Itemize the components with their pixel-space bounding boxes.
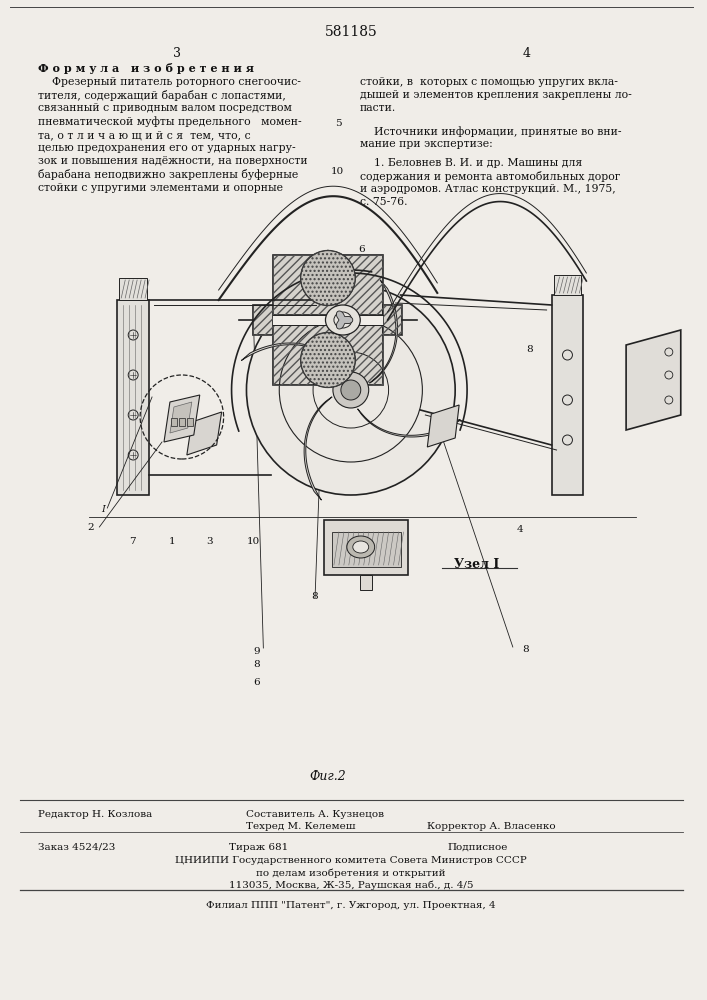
Bar (332, 532, 400, 567)
Bar (274, 255, 382, 315)
Bar (382, 305, 402, 335)
Text: мание при экспертизе:: мание при экспертизе: (360, 139, 493, 149)
Text: 8: 8 (527, 345, 533, 354)
Text: 113035, Москва, Ж-35, Раушская наб., д. 4/5: 113035, Москва, Ж-35, Раушская наб., д. … (228, 880, 473, 890)
Text: Узел I: Узел I (455, 558, 500, 571)
Text: Фиг.1: Фиг.1 (332, 530, 369, 543)
Circle shape (341, 380, 361, 400)
Text: тителя, содержащий барабан с лопастями,: тителя, содержащий барабан с лопастями, (37, 90, 286, 101)
Bar (179, 418, 185, 426)
Ellipse shape (300, 250, 356, 306)
Text: 8: 8 (522, 645, 528, 654)
Bar (253, 305, 274, 335)
Text: 5: 5 (334, 119, 341, 128)
Text: 8: 8 (311, 592, 317, 601)
Bar (274, 325, 382, 385)
Text: Заказ 4524/23: Заказ 4524/23 (37, 843, 115, 852)
Text: Составитель А. Кузнецов: Составитель А. Кузнецов (247, 810, 385, 819)
Text: 1: 1 (169, 537, 175, 546)
Text: Филиал ППП "Патент", г. Ужгород, ул. Проектная, 4: Филиал ППП "Патент", г. Ужгород, ул. Про… (206, 901, 496, 910)
Text: 4: 4 (517, 525, 523, 534)
Polygon shape (187, 412, 221, 455)
Ellipse shape (300, 332, 356, 387)
Text: Редактор Н. Козлова: Редактор Н. Козлова (37, 810, 152, 819)
Bar (551, 295, 583, 495)
Bar (554, 275, 581, 295)
Text: целью предохранения его от ударных нагру-: целью предохранения его от ударных нагру… (37, 143, 296, 153)
Circle shape (333, 372, 369, 408)
Polygon shape (241, 343, 344, 371)
Bar (187, 418, 193, 426)
Text: 8: 8 (253, 660, 260, 669)
Text: пневматической муфты предельного   момен-: пневматической муфты предельного момен- (37, 117, 301, 127)
Text: 10: 10 (332, 167, 344, 176)
Text: Фиг.2: Фиг.2 (310, 770, 346, 783)
Text: 7: 7 (129, 537, 136, 546)
Circle shape (247, 285, 455, 495)
Text: Источники информации, принятые во вни-: Источники информации, принятые во вни- (360, 126, 621, 137)
Bar (117, 300, 149, 495)
Bar (274, 255, 382, 315)
Text: стойки, в  которых с помощью упругих вкла-: стойки, в которых с помощью упругих вкла… (360, 77, 618, 87)
Text: стойки с упругими элементами и опорные: стойки с упругими элементами и опорные (37, 183, 283, 193)
Text: 6: 6 (358, 245, 364, 254)
Text: Тираж 681: Тираж 681 (229, 843, 288, 852)
Text: 581185: 581185 (325, 25, 378, 39)
Ellipse shape (325, 305, 361, 335)
Polygon shape (304, 397, 332, 500)
Text: ЦНИИПИ Государственного комитета Совета Министров СССР: ЦНИИПИ Государственного комитета Совета … (175, 856, 527, 865)
Bar (119, 278, 147, 300)
Text: зок и повышения надёжности, на поверхности: зок и повышения надёжности, на поверхнос… (37, 156, 308, 166)
Text: 4: 4 (522, 47, 531, 60)
Text: дышей и элементов крепления закреплены ло-: дышей и элементов крепления закреплены л… (360, 90, 631, 100)
Text: Корректор А. Власенко: Корректор А. Власенко (427, 822, 556, 831)
Text: содержания и ремонта автомобильных дорог: содержания и ремонта автомобильных дорог (360, 171, 620, 182)
Text: Ф о р м у л а   и з о б р е т е н и я: Ф о р м у л а и з о б р е т е н и я (37, 63, 254, 74)
Ellipse shape (334, 312, 352, 328)
Text: с. 75-76.: с. 75-76. (360, 197, 407, 207)
Bar (274, 315, 382, 325)
Text: Фрезерный питатель роторного снегоочис-: Фрезерный питатель роторного снегоочис- (37, 77, 300, 87)
Text: Подписное: Подписное (448, 843, 508, 852)
Text: 2: 2 (88, 523, 94, 532)
Text: Техред М. Келемеш: Техред М. Келемеш (247, 822, 356, 831)
Bar (253, 305, 274, 335)
Bar (360, 575, 372, 590)
Polygon shape (626, 330, 681, 430)
Text: и аэродромов. Атлас конструкций. М., 1975,: и аэродромов. Атлас конструкций. М., 197… (360, 184, 616, 194)
Ellipse shape (353, 541, 369, 553)
Text: 5: 5 (368, 525, 374, 534)
Text: 1. Беловнев В. И. и др. Машины для: 1. Беловнев В. И. и др. Машины для (360, 158, 582, 168)
Polygon shape (170, 402, 192, 433)
Text: по делам изобретения и открытий: по делам изобретения и открытий (256, 868, 445, 878)
Polygon shape (337, 311, 353, 329)
Bar (274, 325, 382, 385)
Bar (324, 520, 409, 575)
Text: пасти.: пасти. (360, 103, 396, 113)
Polygon shape (427, 405, 459, 447)
Text: 6: 6 (253, 678, 260, 687)
Bar (382, 305, 402, 335)
Polygon shape (358, 409, 460, 437)
Text: I: I (101, 505, 105, 514)
Text: 3: 3 (206, 537, 214, 546)
Text: связанный с приводным валом посредством: связанный с приводным валом посредством (37, 103, 292, 113)
Text: 10: 10 (247, 537, 259, 546)
Bar (64, 235, 631, 525)
Text: та, о т л и ч а ю щ и й с я  тем, что, с: та, о т л и ч а ю щ и й с я тем, что, с (37, 130, 250, 140)
Ellipse shape (347, 536, 375, 558)
Text: барабана неподвижно закреплены буферные: барабана неподвижно закреплены буферные (37, 169, 298, 180)
Text: 9: 9 (253, 647, 260, 656)
Bar (171, 418, 177, 426)
Text: 3: 3 (173, 47, 181, 60)
Polygon shape (164, 395, 200, 442)
Polygon shape (370, 280, 397, 383)
